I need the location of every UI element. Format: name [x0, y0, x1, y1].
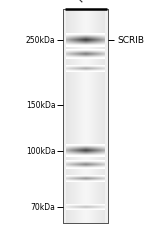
Bar	[63, 10, 108, 223]
Bar	[63, 10, 108, 223]
Text: 250kDa: 250kDa	[26, 36, 56, 45]
Text: 100kDa: 100kDa	[26, 147, 56, 156]
Text: 150kDa: 150kDa	[26, 101, 56, 109]
Text: 70kDa: 70kDa	[31, 202, 56, 211]
Text: MCF7: MCF7	[76, 0, 100, 5]
Text: SCRIB: SCRIB	[117, 36, 144, 45]
